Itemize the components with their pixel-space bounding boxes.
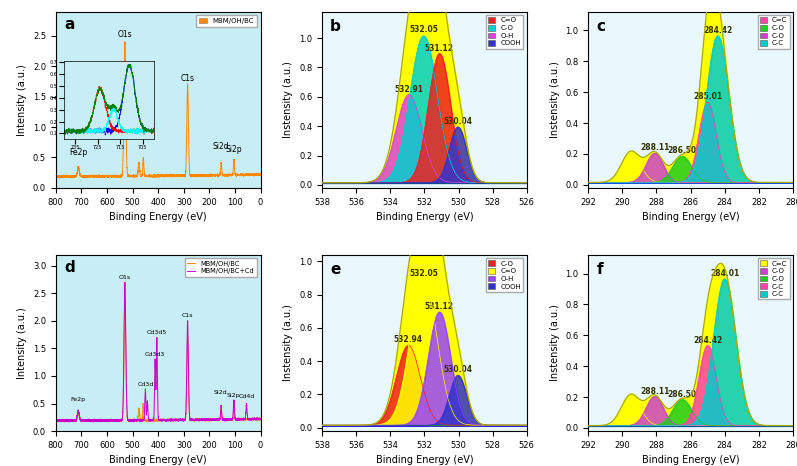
Text: Si2d: Si2d: [214, 390, 228, 395]
Text: 286.50: 286.50: [668, 146, 697, 156]
Text: 284.42: 284.42: [693, 336, 722, 344]
Text: Cd4d: Cd4d: [238, 394, 255, 399]
MBM/OH/BC: [51, 418, 61, 424]
Text: 530.04: 530.04: [443, 117, 473, 126]
X-axis label: Binding Energy (eV): Binding Energy (eV): [375, 455, 473, 466]
Text: Cd3d3: Cd3d3: [145, 352, 165, 356]
MBM/OH/BC+Cd: [123, 414, 132, 420]
MBM/OH/BC+Cd: [51, 418, 61, 424]
Text: b: b: [330, 19, 341, 34]
MBM/OH/BC+Cd: [120, 280, 130, 285]
MBM/OH/BC: [103, 418, 112, 423]
Legend: MBM/OH/BC, MBM/OH/BC+Cd: MBM/OH/BC, MBM/OH/BC+Cd: [185, 258, 257, 277]
Text: Si2p: Si2p: [226, 145, 242, 154]
Text: 530.04: 530.04: [443, 365, 473, 375]
Text: e: e: [330, 262, 340, 277]
MBM/OH/BC: [60, 419, 69, 425]
MBM/OH/BC: [218, 417, 228, 423]
Text: 286.50: 286.50: [668, 390, 697, 398]
MBM/OH/BC+Cd: [178, 416, 187, 422]
Y-axis label: Instensity (a.u.): Instensity (a.u.): [550, 304, 559, 381]
Y-axis label: Intensity (a.u.): Intensity (a.u.): [18, 64, 27, 136]
Text: 532.94: 532.94: [394, 336, 423, 344]
MBM/OH/BC: [120, 296, 130, 302]
Text: C1s: C1s: [182, 313, 194, 318]
Legend: MBM/OH/BC: MBM/OH/BC: [196, 15, 257, 27]
Text: 532.05: 532.05: [409, 269, 438, 278]
Y-axis label: Instensity (a.u.): Instensity (a.u.): [550, 62, 559, 138]
Line: MBM/OH/BC: MBM/OH/BC: [56, 299, 261, 422]
Text: Si2p: Si2p: [227, 393, 241, 398]
Legend: C=C, C-O, C-O, C-C: C=C, C-O, C-O, C-C: [757, 15, 790, 48]
MBM/OH/BC: [88, 418, 97, 424]
Text: 284.42: 284.42: [703, 26, 732, 35]
MBM/OH/BC: [256, 416, 265, 421]
MBM/OH/BC+Cd: [218, 417, 228, 422]
Text: Fe2p: Fe2p: [69, 149, 88, 158]
MBM/OH/BC+Cd: [103, 418, 112, 424]
Legend: C-O, C=O, O-H, COOH: C-O, C=O, O-H, COOH: [486, 258, 524, 292]
Text: c: c: [596, 19, 606, 34]
Text: C1s: C1s: [181, 75, 194, 83]
X-axis label: Binding Energy (eV): Binding Energy (eV): [642, 212, 740, 222]
Text: Fe2p: Fe2p: [71, 397, 86, 403]
Text: O1s: O1s: [119, 274, 131, 280]
X-axis label: Binding Energy (eV): Binding Energy (eV): [642, 455, 740, 466]
MBM/OH/BC: [178, 417, 187, 423]
Text: 284.01: 284.01: [710, 269, 739, 278]
MBM/OH/BC+Cd: [256, 416, 265, 422]
Y-axis label: Instensity (a.u.): Instensity (a.u.): [284, 304, 293, 381]
Y-axis label: Instensity (a.u.): Instensity (a.u.): [284, 62, 293, 138]
MBM/OH/BC: [123, 415, 132, 421]
Text: 288.11: 288.11: [640, 144, 669, 152]
Text: a: a: [64, 17, 74, 32]
Legend: C=O, C-O, O-H, COOH: C=O, C-O, O-H, COOH: [486, 15, 524, 48]
Text: 285.01: 285.01: [693, 92, 722, 102]
MBM/OH/BC+Cd: [133, 417, 143, 423]
MBM/OH/BC+Cd: [88, 418, 97, 424]
X-axis label: Binding Energy (eV): Binding Energy (eV): [109, 212, 207, 222]
MBM/OH/BC+Cd: [88, 419, 98, 425]
Line: MBM/OH/BC+Cd: MBM/OH/BC+Cd: [56, 282, 261, 422]
Text: 532.91: 532.91: [395, 85, 423, 94]
Text: Cd3d5: Cd3d5: [147, 329, 167, 335]
Text: Cd3d: Cd3d: [137, 382, 154, 387]
Y-axis label: Intensity (a.u.): Intensity (a.u.): [18, 307, 27, 379]
Text: f: f: [596, 262, 603, 277]
Text: O1s: O1s: [118, 30, 132, 39]
MBM/OH/BC: [133, 416, 143, 421]
X-axis label: Binding Energy (eV): Binding Energy (eV): [109, 455, 207, 466]
Text: 531.12: 531.12: [425, 44, 454, 53]
X-axis label: Binding Energy (eV): Binding Energy (eV): [375, 212, 473, 222]
Text: Si2d: Si2d: [213, 143, 230, 151]
Text: d: d: [64, 260, 75, 275]
Text: 531.12: 531.12: [425, 302, 454, 311]
Text: 532.05: 532.05: [409, 25, 438, 34]
Legend: C=C, C-O, C-O, C-C, C-C: C=C, C-O, C-O, C-C, C-C: [757, 258, 790, 300]
Text: 288.11: 288.11: [640, 386, 669, 396]
